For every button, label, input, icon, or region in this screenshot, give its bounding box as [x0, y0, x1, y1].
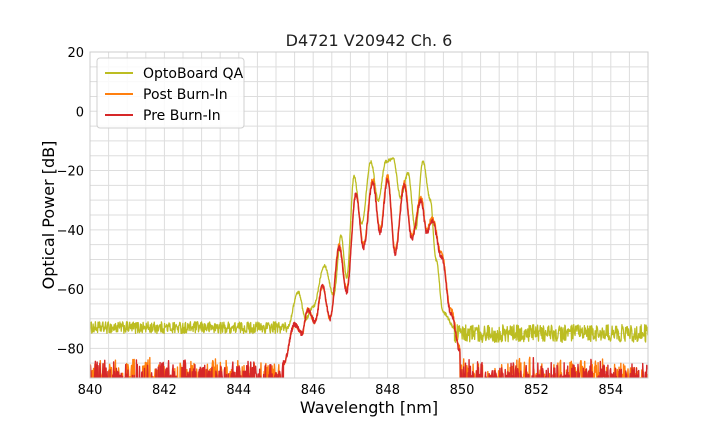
legend-label: Pre Burn-In: [143, 108, 221, 124]
x-tick-label: 850: [450, 383, 475, 398]
legend-label: OptoBoard QA: [143, 66, 244, 82]
y-tick-label: −80: [57, 342, 84, 357]
x-tick-label: 842: [152, 383, 177, 398]
series-line-optoboard-qa: [90, 157, 648, 344]
plot-frame: [89, 51, 649, 379]
legend: OptoBoard QA Post Burn-In Pre Burn-In: [96, 57, 245, 129]
x-tick-label: 844: [226, 383, 251, 398]
x-tick-label: 852: [524, 383, 549, 398]
chart-title: D4721 V20942 Ch. 6: [286, 31, 453, 50]
series-line-pre-burn-in: [90, 178, 648, 378]
y-tick-label: −20: [57, 165, 84, 180]
x-tick-label: 840: [78, 383, 103, 398]
legend-box: [96, 57, 245, 129]
x-tick-labels: 840 842 844 846 848 850 852 854: [78, 383, 624, 398]
x-tick-label: 848: [375, 383, 400, 398]
x-axis-title: Wavelength [nm]: [300, 398, 438, 417]
legend-label: Post Burn-In: [143, 87, 228, 103]
y-tick-label: −40: [57, 224, 84, 239]
y-tick-label: 0: [76, 105, 84, 120]
y-tick-labels: 20 0 −20 −40 −60 −80: [57, 46, 84, 357]
y-axis-title: Optical Power [dB]: [39, 141, 58, 290]
y-tick-label: −60: [57, 283, 84, 298]
x-tick-label: 854: [598, 383, 623, 398]
x-tick-label: 846: [301, 383, 326, 398]
y-tick-label: 20: [67, 46, 84, 61]
chart-series-layer: [90, 157, 648, 378]
